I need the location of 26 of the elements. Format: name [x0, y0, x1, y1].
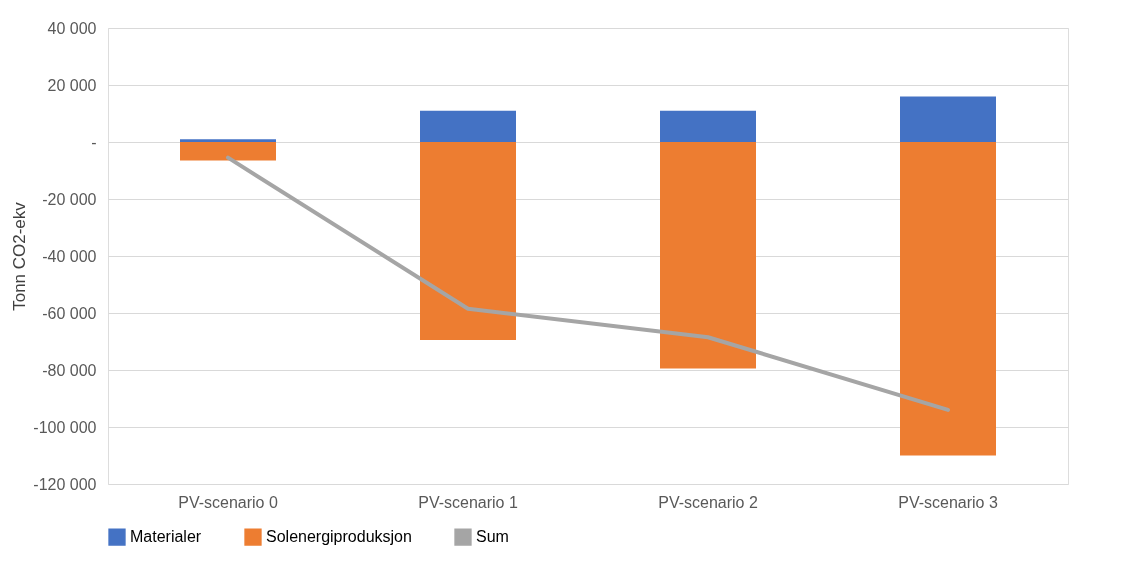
- y-tick-label: 20 000: [47, 76, 97, 94]
- y-tick-label: -: [91, 133, 97, 151]
- x-tick-label: PV-scenario 2: [658, 493, 758, 511]
- bar: [660, 142, 756, 369]
- y-axis-title: Tonn CO2-ekv: [10, 201, 30, 311]
- x-tick-label: PV-scenario 0: [178, 493, 278, 511]
- bar: [420, 110, 516, 142]
- legend-label: Sum: [476, 528, 509, 546]
- bar: [180, 139, 276, 142]
- y-tick-label: -120 000: [33, 475, 97, 493]
- y-tick-label: -100 000: [33, 418, 97, 436]
- y-tick-label: -80 000: [42, 361, 97, 379]
- y-tick-label: -40 000: [42, 247, 97, 265]
- legend-label: Solenergiproduksjon: [266, 528, 412, 546]
- bar: [420, 142, 516, 341]
- y-tick-label: 40 000: [47, 19, 97, 37]
- line-series: [226, 155, 950, 412]
- x-tick-label: PV-scenario 1: [418, 493, 518, 511]
- bar: [180, 142, 276, 161]
- bar: [660, 110, 756, 142]
- legend-label: Materialer: [130, 528, 202, 546]
- bar: [900, 142, 996, 456]
- y-tick-label: -60 000: [42, 304, 97, 322]
- y-tick-label: -20 000: [42, 190, 97, 208]
- bar: [900, 96, 996, 142]
- x-tick-label: PV-scenario 3: [898, 493, 998, 511]
